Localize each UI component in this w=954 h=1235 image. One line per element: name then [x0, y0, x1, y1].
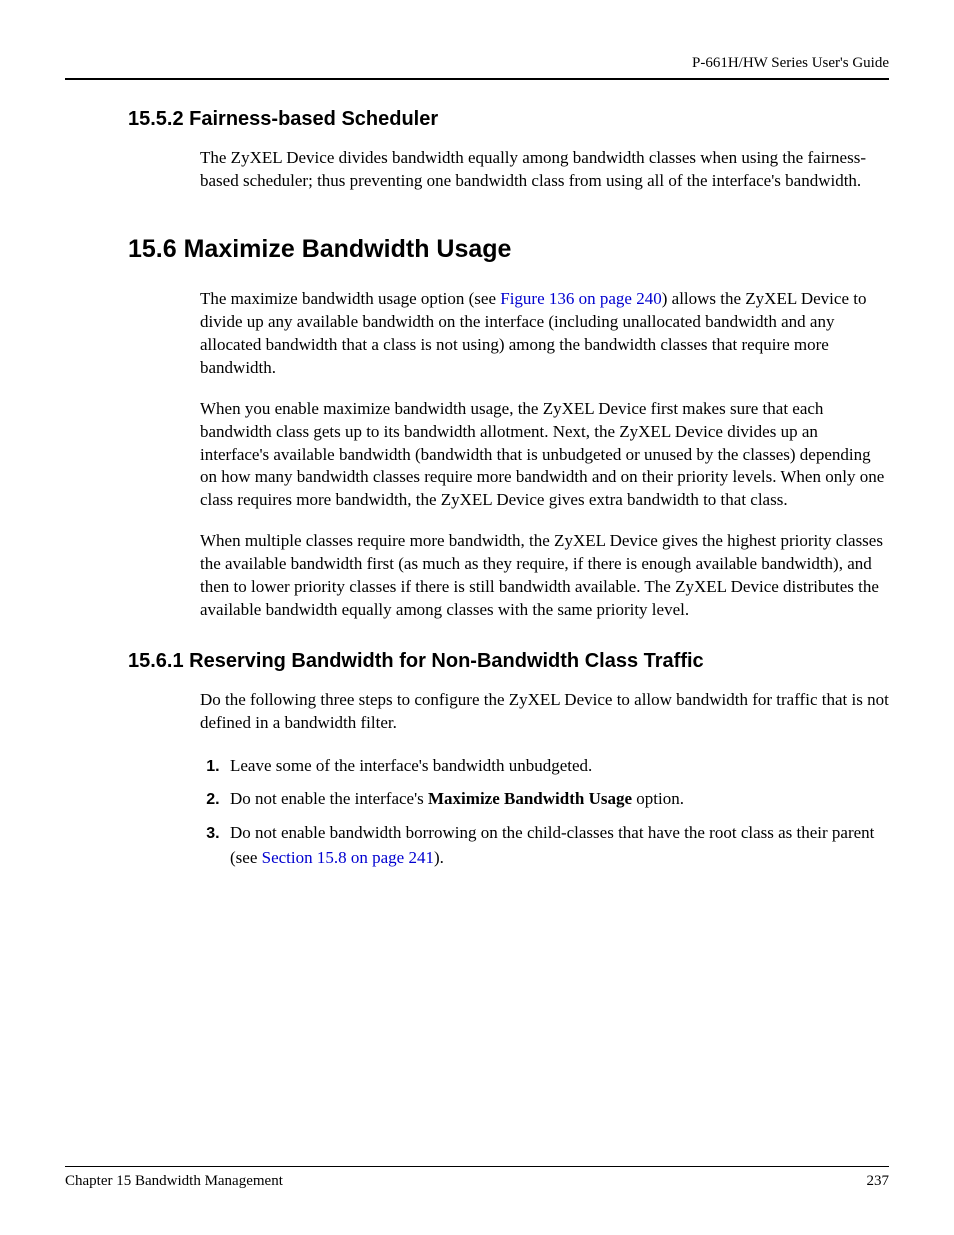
heading-15-6-1: 15.6.1 Reserving Bandwidth for Non-Bandw… [128, 650, 889, 673]
text-run: The maximize bandwidth usage option (see [200, 289, 500, 308]
numbered-list: Leave some of the interface's bandwidth … [200, 753, 889, 871]
xref-section-15-8[interactable]: Section 15.8 on page 241 [262, 848, 434, 867]
list-item: Do not enable bandwidth borrowing on the… [224, 820, 889, 871]
text-run: Do not enable the interface's [230, 789, 428, 808]
paragraph: When multiple classes require more bandw… [200, 530, 889, 622]
header-rule [65, 78, 889, 80]
footer-chapter: Chapter 15 Bandwidth Management [65, 1173, 283, 1190]
paragraph: Do the following three steps to configur… [200, 689, 889, 735]
page-footer: Chapter 15 Bandwidth Management 237 [65, 1166, 889, 1190]
xref-figure-136[interactable]: Figure 136 on page 240 [500, 289, 661, 308]
footer-rule [65, 1166, 889, 1167]
list-item: Do not enable the interface's Maximize B… [224, 786, 889, 812]
footer-page-number: 237 [867, 1173, 890, 1190]
document-page: P-661H/HW Series User's Guide 15.5.2 Fai… [0, 0, 954, 1235]
heading-15-6: 15.6 Maximize Bandwidth Usage [128, 235, 889, 264]
text-run: ). [434, 848, 444, 867]
heading-15-5-2: 15.5.2 Fairness-based Scheduler [128, 108, 889, 131]
list-item: Leave some of the interface's bandwidth … [224, 753, 889, 779]
paragraph: The maximize bandwidth usage option (see… [200, 288, 889, 380]
paragraph: When you enable maximize bandwidth usage… [200, 398, 889, 513]
running-header: P-661H/HW Series User's Guide [65, 55, 889, 72]
text-bold: Maximize Bandwidth Usage [428, 789, 632, 808]
paragraph: The ZyXEL Device divides bandwidth equal… [200, 147, 889, 193]
text-run: option. [632, 789, 684, 808]
